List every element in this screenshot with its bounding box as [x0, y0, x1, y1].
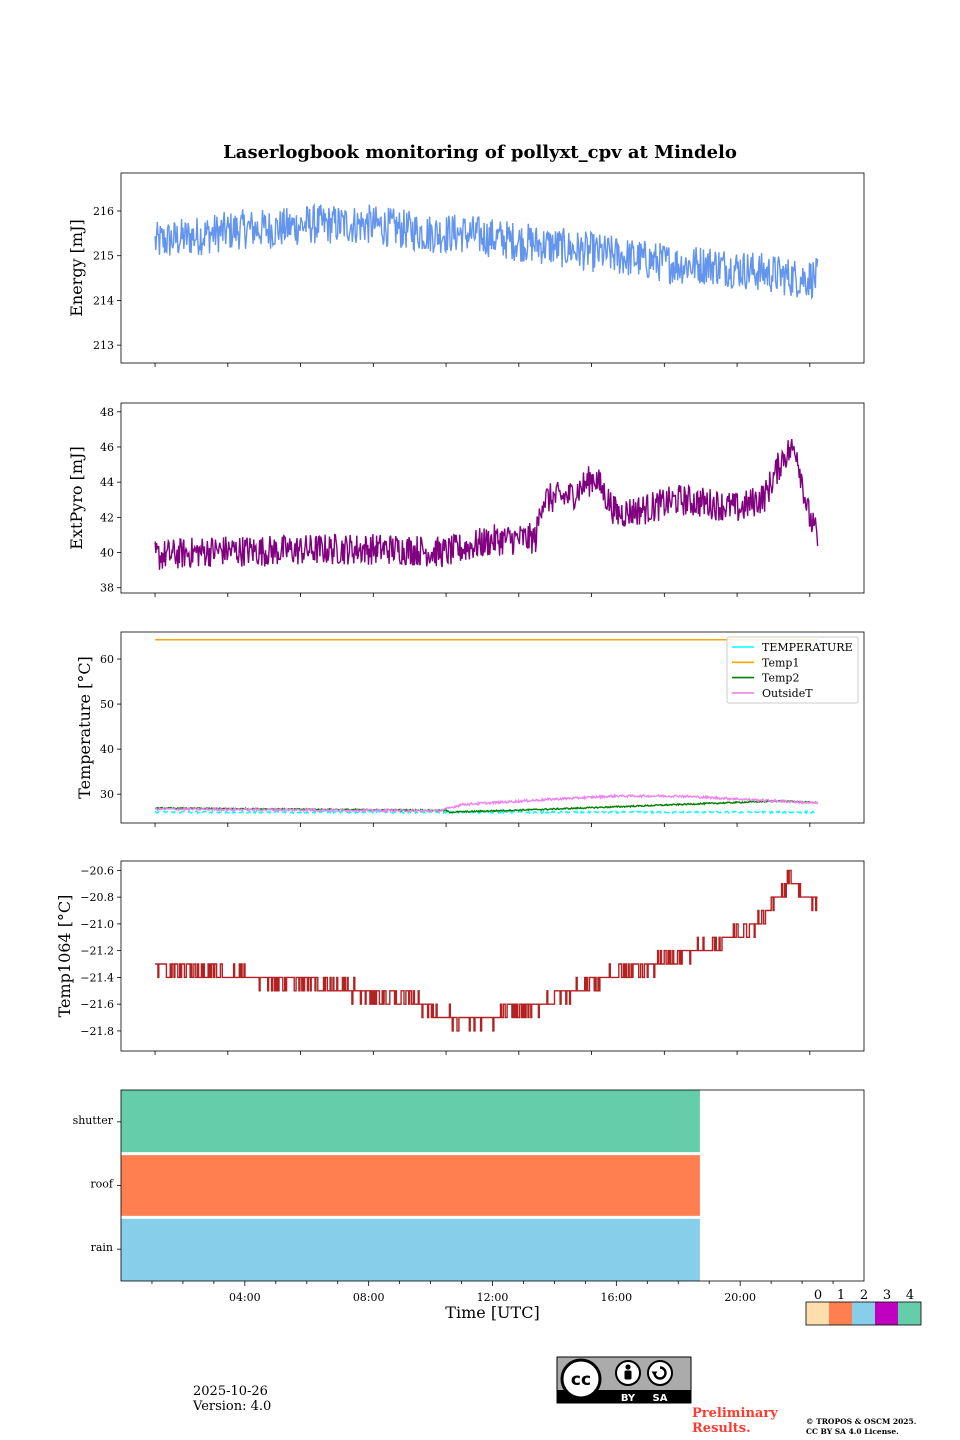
y-tick-label: 213 [93, 339, 114, 352]
axes-frame [120, 860, 865, 1052]
y-tick-label: −20.8 [80, 891, 114, 904]
chart-title: Laserlogbook monitoring of pollyxt_cpv a… [223, 142, 737, 163]
legend-label: Temp1 [762, 656, 799, 669]
y-tick-label: 50 [100, 698, 114, 711]
row-label-rain: rain [91, 1241, 113, 1254]
cc-logo-icon [560, 1358, 602, 1400]
legend-label: Temp2 [762, 672, 799, 685]
series-line-energy [154, 202, 819, 301]
axes-frame [120, 172, 865, 364]
panel-1: 213 214 215 216 Energy [mJ] [67, 172, 865, 367]
y-tick-label: −21.8 [80, 1025, 114, 1038]
y-tick-label: −20.6 [80, 864, 114, 877]
copyright-line-1: © TROPOS & OSCM 2025. [806, 1417, 917, 1426]
cc-logo-text: cc [571, 1370, 591, 1390]
colorbar-swatch-2 [852, 1302, 875, 1325]
y-tick-label: −21.0 [80, 918, 114, 931]
copyright-line-2: CC BY SA 4.0 License. [806, 1427, 899, 1436]
series-line-temp2 [154, 799, 818, 814]
series-line-outsidet [154, 792, 819, 814]
preliminary-line-2: Results. [692, 1421, 751, 1436]
y-tick-label: 44 [100, 476, 114, 489]
axes-frame [120, 631, 865, 824]
y-tick-label: 38 [100, 582, 114, 595]
y-tick-label: 48 [100, 406, 114, 419]
y-axis-label: Temp1064 [°C] [55, 895, 74, 1018]
panel-4: −21.8 −21.6 −21.4 −21.2 −21.0 −20.8 −20.6 Temp1… [55, 860, 865, 1055]
panels: 213 214 215 216 Energy [mJ] 38 40 42 44 46 48 ExtPy… [55, 172, 865, 1322]
y-axis-label: Temperature [°C] [75, 656, 94, 799]
colorbar-label: 3 [883, 1288, 891, 1303]
colorbar-swatch-4 [898, 1302, 921, 1325]
cc-by-sa-badge: cc BY SA [556, 1356, 692, 1404]
panel-2: 38 40 42 44 46 48 ExtPyro [mJ] [67, 402, 865, 597]
y-axis-label: Energy [mJ] [67, 219, 86, 317]
row-label-roof: roof [90, 1178, 114, 1191]
colorbar-swatch-0 [806, 1302, 829, 1325]
legend-label: TEMPERATURE [762, 641, 853, 654]
x-tick-label: 20:00 [724, 1291, 756, 1304]
x-axis-label: Time [UTC] [445, 1303, 539, 1322]
y-tick-label: 42 [100, 511, 114, 524]
x-tick-label: 16:00 [600, 1291, 632, 1304]
series-line-extpyro [154, 438, 819, 570]
cc-sa-label: SA [653, 1393, 668, 1404]
y-tick-label: 40 [100, 547, 114, 560]
series-line-temp1064 [155, 869, 818, 1032]
y-tick-label: 60 [100, 653, 114, 666]
panel-3: 30 40 50 60 Temperature [°C] TEMPERATURE Temp1… [75, 631, 865, 827]
x-tick-label: 12:00 [477, 1291, 509, 1304]
x-tick-label: 08:00 [353, 1291, 385, 1304]
colorbar-label: 2 [860, 1288, 868, 1303]
y-tick-label: 30 [100, 788, 114, 801]
colorbar-label: 1 [837, 1288, 845, 1303]
status-bar-rain [121, 1218, 700, 1281]
axes-frame [120, 402, 865, 594]
y-tick-label: 214 [93, 294, 114, 307]
colorbar-swatch-3 [875, 1302, 898, 1325]
preliminary-results-note: Preliminary Results. [692, 1406, 778, 1436]
status-bar-shutter [121, 1090, 700, 1153]
y-tick-label: −21.6 [80, 998, 114, 1011]
y-tick-label: −21.2 [80, 945, 114, 958]
y-tick-label: −21.4 [80, 971, 114, 984]
footer-date: 2025-10-26 [193, 1384, 268, 1399]
sa-sharealike-icon [647, 1360, 673, 1386]
y-tick-label: 216 [93, 205, 114, 218]
legend-label: OutsideT [762, 687, 813, 700]
y-tick-label: 46 [100, 441, 114, 454]
panel-5: shutter roof rain 04:00 08:00 12:00 16:00 20:00… [73, 1089, 865, 1322]
copyright-note: © TROPOS & OSCM 2025. CC BY SA 4.0 Licen… [806, 1417, 916, 1437]
y-tick-label: 40 [100, 743, 114, 756]
legend: TEMPERATURE Temp1 Temp2 OutsideT [726, 636, 859, 704]
colorbar-label: 4 [906, 1288, 914, 1303]
x-tick-label: 04:00 [229, 1291, 261, 1304]
colorbar-frame [805, 1301, 922, 1326]
y-axis-label: ExtPyro [mJ] [67, 446, 86, 549]
y-tick-label: 215 [93, 250, 114, 263]
row-label-shutter: shutter [73, 1114, 114, 1127]
colorbar-label: 0 [814, 1288, 822, 1303]
footer-version: Version: 4.0 [193, 1399, 272, 1414]
colorbar-swatch-1 [829, 1302, 852, 1325]
status-bar-roof [121, 1155, 700, 1216]
preliminary-line-1: Preliminary [692, 1406, 778, 1421]
cc-by-label: BY [621, 1393, 636, 1404]
